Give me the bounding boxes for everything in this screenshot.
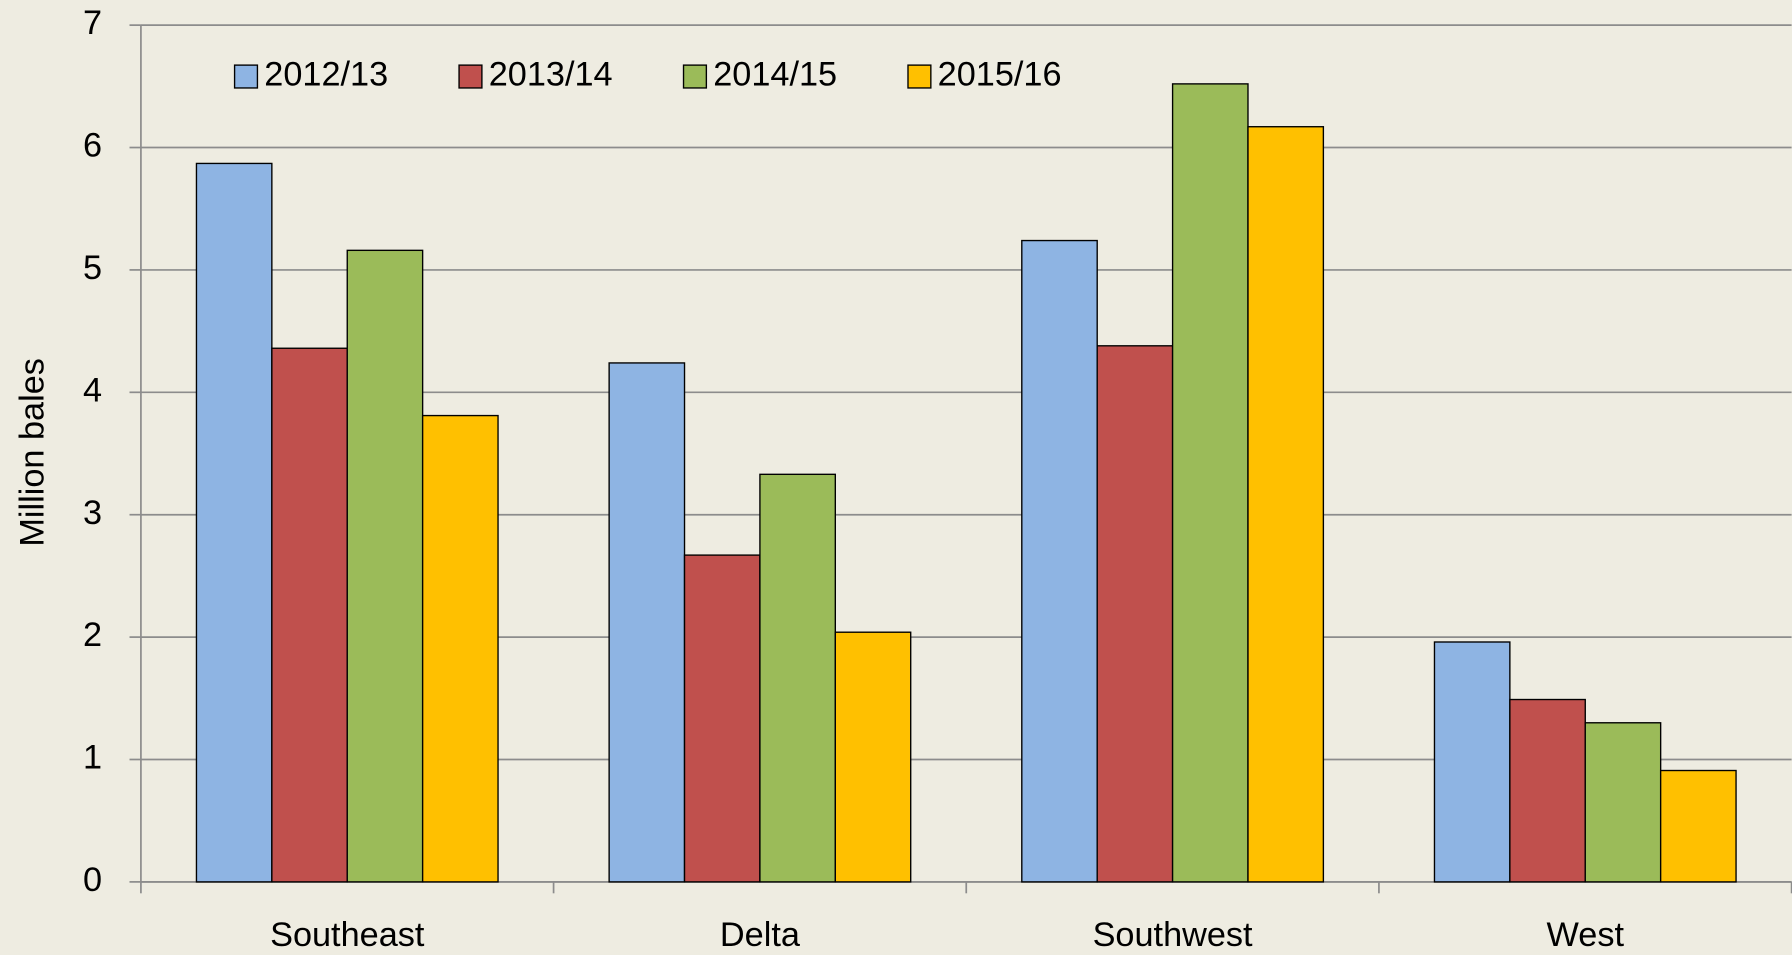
bar [683, 554, 761, 883]
y-tick-label: 6 [83, 127, 102, 165]
y-tick-label: 0 [83, 861, 102, 899]
x-tick-label: Southwest [1093, 916, 1253, 954]
bar [1659, 769, 1737, 883]
y-tick-label: 1 [83, 739, 102, 777]
bar [1247, 126, 1325, 883]
bar [1584, 722, 1662, 883]
bar [195, 162, 273, 883]
bar [1171, 83, 1249, 883]
legend-label: 2013/14 [489, 56, 613, 94]
legend-label: 2012/13 [264, 56, 388, 94]
bar [346, 249, 424, 883]
bar [1096, 345, 1174, 883]
x-tick-label: West [1547, 916, 1625, 954]
legend-label: 2015/16 [938, 56, 1062, 94]
y-tick-label: 3 [83, 494, 102, 532]
bar [1433, 641, 1511, 883]
y-tick-label: 7 [83, 4, 102, 42]
x-tick-label: Delta [720, 916, 801, 954]
bar [1509, 698, 1586, 883]
bar [271, 347, 348, 883]
x-tick-label: Southeast [270, 916, 425, 954]
legend-swatch [233, 64, 259, 89]
legend-swatch [682, 64, 708, 89]
bar [759, 473, 836, 883]
legend-swatch [458, 64, 483, 89]
bar [1021, 239, 1098, 883]
y-tick-label: 5 [83, 249, 102, 287]
legend-label: 2014/15 [713, 56, 837, 94]
y-tick-label: 2 [83, 616, 102, 654]
y-axis-label: Million bales [14, 358, 52, 547]
bar [834, 631, 912, 883]
legend-swatch [907, 64, 932, 89]
y-tick-label: 4 [83, 371, 102, 409]
bar [608, 362, 686, 883]
bar [421, 414, 499, 883]
